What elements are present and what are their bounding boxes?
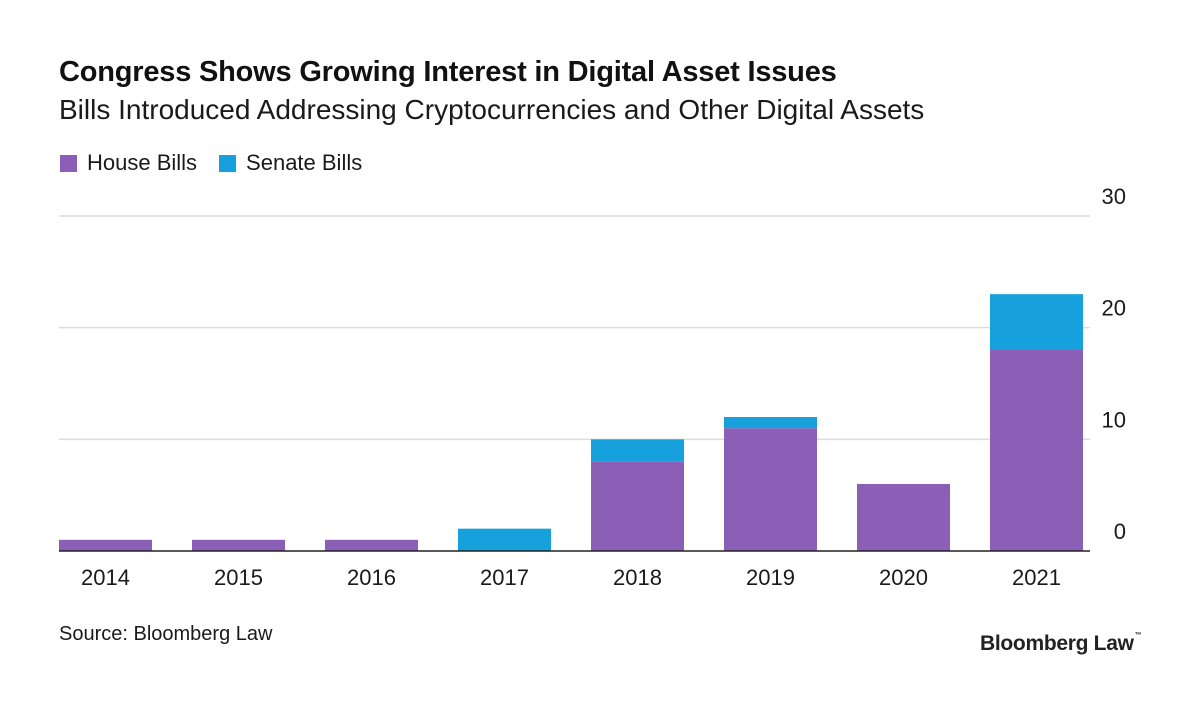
chart-title: Congress Shows Growing Interest in Digit… <box>59 56 837 88</box>
bar-senate-2017 <box>458 528 551 551</box>
bar-house-2015 <box>192 539 285 551</box>
y-tick-label: 10 <box>1102 407 1126 432</box>
legend-item-house: House Bills <box>60 150 197 176</box>
x-tick-label: 2021 <box>1012 565 1061 590</box>
x-tick-label: 2015 <box>214 565 263 590</box>
bar-house-2016 <box>325 539 418 551</box>
legend-swatch-house <box>60 154 77 172</box>
source-note: Source: Bloomberg Law <box>59 623 273 645</box>
legend-label-senate: Senate Bills <box>246 150 363 175</box>
bar-senate-2018 <box>591 439 684 462</box>
brand-logo: Bloomberg Law™ <box>980 632 1142 656</box>
brand-text: Bloomberg Law <box>980 632 1134 655</box>
trademark-mark: ™ <box>1134 632 1142 639</box>
bar-house-2018 <box>591 461 684 551</box>
legend-swatch-senate <box>219 154 237 172</box>
chart-subtitle: Bills Introduced Addressing Cryptocurren… <box>59 94 925 125</box>
x-tick-label: 2016 <box>347 565 396 590</box>
y-tick-label: 30 <box>1102 184 1126 209</box>
bar-senate-2021 <box>990 294 1083 350</box>
bar-house-2014 <box>59 539 152 551</box>
x-tick-label: 2014 <box>81 565 130 590</box>
x-tick-label: 2017 <box>480 565 529 590</box>
legend-label-house: House Bills <box>87 150 198 175</box>
bar-house-2021 <box>990 350 1083 551</box>
bar-house-2019 <box>724 428 817 551</box>
x-tick-label: 2020 <box>879 565 928 590</box>
legend-item-senate: Senate Bills <box>219 150 362 176</box>
legend: House Bills Senate Bills <box>60 150 384 176</box>
bar-senate-2019 <box>724 417 817 429</box>
y-tick-label: 0 <box>1114 519 1126 544</box>
bar-house-2020 <box>857 484 950 551</box>
x-tick-label: 2019 <box>746 565 795 590</box>
x-tick-label: 2018 <box>613 565 662 590</box>
y-tick-label: 20 <box>1102 296 1126 321</box>
